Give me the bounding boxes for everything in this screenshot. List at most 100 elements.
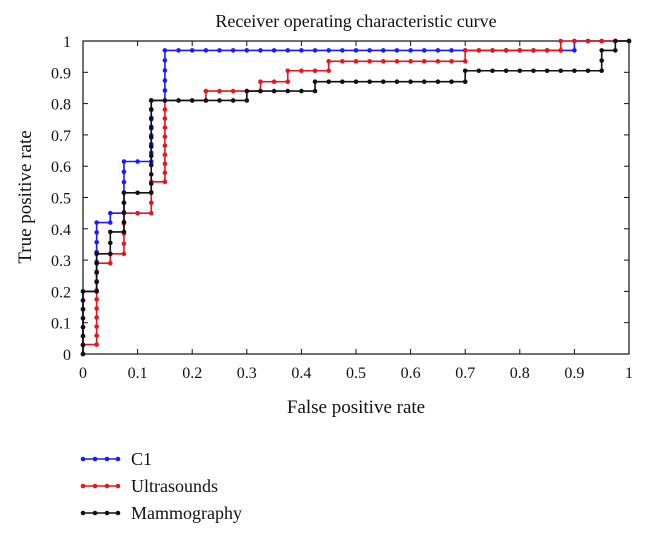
legend-swatch-dot <box>80 456 86 462</box>
y-tick-label: 1 <box>63 34 71 51</box>
legend-swatch-dot <box>104 483 110 489</box>
data-point <box>367 79 372 84</box>
data-point <box>271 79 277 84</box>
data-point <box>176 98 181 103</box>
data-point <box>381 59 386 64</box>
data-point <box>148 190 154 196</box>
series-line <box>82 40 629 354</box>
data-point <box>80 298 86 303</box>
x-tick-label: 1 <box>625 365 633 382</box>
data-point <box>135 190 140 196</box>
data-point <box>312 79 318 84</box>
data-point <box>435 79 441 84</box>
data-point <box>94 324 99 329</box>
data-point <box>108 260 113 266</box>
data-point <box>162 107 168 112</box>
data-point <box>108 240 113 246</box>
data-point <box>148 181 154 186</box>
data-point <box>312 68 318 74</box>
data-point <box>176 48 181 53</box>
data-point <box>517 48 523 53</box>
data-point <box>244 48 250 53</box>
data-point <box>271 48 277 53</box>
data-point <box>271 88 277 94</box>
data-point <box>162 48 168 53</box>
data-point <box>599 48 604 53</box>
data-point <box>148 172 154 177</box>
x-tick-label: 0.7 <box>455 365 475 382</box>
data-point <box>230 48 236 53</box>
series-layer <box>80 38 632 357</box>
x-tick-label: 0.8 <box>510 365 530 382</box>
data-point <box>558 68 564 74</box>
data-point <box>162 179 168 185</box>
y-tick-label: 0.9 <box>51 65 71 82</box>
data-point <box>299 68 304 74</box>
data-point <box>121 200 127 205</box>
data-point <box>148 210 154 216</box>
chart-title: Receiver operating characteristic curve <box>215 11 496 31</box>
legend-item-ultrasounds: Ultrasounds <box>80 476 218 496</box>
data-point <box>148 153 154 159</box>
data-point <box>326 59 332 64</box>
data-point <box>381 79 386 84</box>
data-point <box>503 48 509 53</box>
data-point <box>353 79 359 84</box>
data-point <box>217 48 222 53</box>
legend-swatch-dot <box>115 456 121 462</box>
data-point <box>244 98 250 103</box>
data-point <box>613 48 618 53</box>
data-point <box>121 219 127 225</box>
data-point <box>462 59 468 64</box>
y-axis-label: True positive rate <box>15 130 36 263</box>
legend-label: Ultrasounds <box>131 476 218 496</box>
data-point <box>121 169 127 175</box>
data-point <box>558 48 564 53</box>
data-point <box>94 342 99 347</box>
data-point <box>230 88 236 94</box>
data-point <box>476 68 482 74</box>
data-point <box>367 48 372 53</box>
legend-swatch-dot <box>92 510 98 516</box>
data-point <box>217 88 222 94</box>
data-point <box>94 289 99 294</box>
data-point <box>162 143 168 148</box>
data-point <box>80 306 86 312</box>
data-point <box>531 48 536 53</box>
data-point <box>94 230 99 235</box>
data-point <box>421 48 427 53</box>
data-point <box>162 88 168 93</box>
legend-swatch-dot <box>80 483 86 489</box>
data-point <box>135 159 140 164</box>
data-point <box>353 48 359 53</box>
data-point <box>80 351 86 357</box>
data-point <box>148 98 154 103</box>
y-tick-label: 0.3 <box>51 253 71 270</box>
data-point <box>572 68 577 74</box>
data-point <box>121 190 127 196</box>
data-point <box>94 270 99 275</box>
legend-item-c1: C1 <box>80 449 152 469</box>
data-point <box>449 48 454 53</box>
data-point <box>108 229 113 235</box>
data-point <box>203 48 209 53</box>
data-point <box>572 48 577 53</box>
data-point <box>162 161 168 167</box>
data-point <box>94 251 99 257</box>
data-point <box>285 48 291 53</box>
data-point <box>353 59 359 64</box>
x-tick-label: 0.3 <box>237 365 257 382</box>
data-point <box>217 98 222 103</box>
data-point <box>558 38 564 44</box>
data-point <box>285 88 291 94</box>
data-point <box>490 68 495 74</box>
data-point <box>162 78 168 83</box>
data-point <box>462 48 468 53</box>
legend-swatch-dot <box>92 456 98 462</box>
data-point <box>121 179 127 185</box>
data-point <box>599 68 604 74</box>
data-point <box>531 68 536 74</box>
data-point <box>148 200 154 206</box>
y-tick-label: 0.4 <box>51 222 71 239</box>
data-point <box>162 152 168 158</box>
